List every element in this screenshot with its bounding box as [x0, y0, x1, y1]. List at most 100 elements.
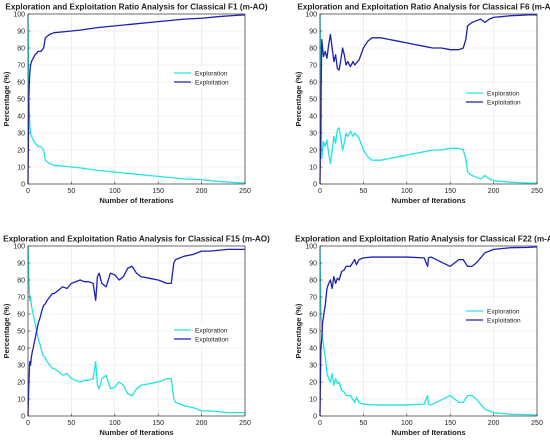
x-tick-label: 250: [239, 420, 251, 427]
y-tick-label: 10: [17, 164, 25, 171]
legend-label-exploitation: Exploitation: [487, 99, 521, 106]
legend-label-exploration: Exploration: [195, 327, 228, 334]
y-tick-label: 50: [17, 328, 25, 335]
x-tick-label: 250: [239, 188, 251, 195]
y-tick-label: 100: [305, 243, 317, 250]
y-tick-label: 40: [17, 345, 25, 352]
x-tick-label: 200: [196, 188, 208, 195]
x-tick-label: 250: [531, 188, 543, 195]
x-tick-label: 0: [318, 420, 322, 427]
y-tick-label: 60: [309, 311, 317, 318]
y-tick-label: 30: [309, 362, 317, 369]
y-tick-label: 60: [17, 311, 25, 318]
legend: Exploration Exploitation: [462, 303, 535, 327]
x-tick-label: 100: [109, 188, 121, 195]
series-line-exploitation: [319, 14, 537, 185]
y-tick-label: 0: [313, 413, 317, 420]
y-tick-label: 90: [309, 260, 317, 267]
legend-label-exploration: Exploration: [195, 70, 228, 77]
legend-label-exploitation: Exploitation: [195, 336, 229, 343]
y-tick-label: 60: [309, 79, 317, 86]
y-tick-label: 100: [13, 11, 25, 18]
chart-panel-1: 0 10 20 30 40 50 60 70 80 90 100 0 50 100 150 200 250 Exp…: [2, 3, 268, 206]
y-tick-label: 10: [17, 396, 25, 403]
x-tick-label: 150: [152, 188, 164, 195]
y-axis-label: Percentage (%): [2, 71, 11, 126]
y-tick-label: 80: [17, 45, 25, 52]
y-tick-label: 70: [309, 294, 317, 301]
y-tick-label: 90: [17, 260, 25, 267]
y-tick-label: 70: [309, 62, 317, 69]
x-axis-label: Number of Iterations: [391, 428, 465, 437]
series-line-exploration: [27, 13, 246, 184]
x-tick-label: 150: [152, 420, 164, 427]
series-line-exploitation: [319, 246, 538, 417]
chart-title: Exploration and Exploitation Ratio Analy…: [297, 3, 550, 12]
series-line-exploration: [319, 13, 537, 184]
legend-label-exploitation: Exploitation: [195, 79, 229, 86]
x-tick-label: 0: [318, 188, 322, 195]
chart-panel-2: 0 10 20 30 40 50 60 70 80 90 100 0 50 100 150 200 250 Exp…: [294, 3, 550, 206]
y-tick-label: 20: [17, 147, 25, 154]
x-tick-label: 100: [401, 188, 413, 195]
series-line-exploitation: [27, 248, 245, 417]
y-tick-label: 90: [309, 28, 317, 35]
x-tick-label: 250: [531, 420, 543, 427]
series-line-exploration: [319, 245, 538, 416]
legend: Exploration Exploitation: [170, 322, 243, 346]
chart-panel-4: 0 10 20 30 40 50 60 70 80 90 100 0 50 100 150 200 250 Exp…: [294, 235, 550, 438]
series-line-exploitation: [27, 14, 246, 185]
y-tick-label: 80: [309, 45, 317, 52]
x-tick-label: 150: [444, 420, 456, 427]
legend-label-exploration: Exploration: [487, 90, 520, 97]
chart-panel-3: 0 10 20 30 40 50 60 70 80 90 100 0 50 100 150 200 250 Exp…: [2, 235, 270, 438]
y-tick-label: 20: [17, 379, 25, 386]
x-tick-label: 200: [196, 420, 208, 427]
x-tick-label: 200: [488, 420, 500, 427]
y-tick-label: 50: [17, 96, 25, 103]
legend: Exploration Exploitation: [170, 65, 243, 89]
y-tick-label: 20: [309, 379, 317, 386]
x-tick-label: 0: [26, 420, 30, 427]
y-tick-label: 90: [17, 28, 25, 35]
y-tick-label: 50: [309, 328, 317, 335]
legend-label-exploitation: Exploitation: [487, 317, 521, 324]
y-axis-label: Percentage (%): [294, 303, 303, 358]
series-line-exploration: [27, 245, 245, 414]
x-tick-label: 50: [68, 420, 76, 427]
y-tick-label: 50: [309, 96, 317, 103]
x-tick-label: 200: [488, 188, 500, 195]
x-tick-label: 150: [444, 188, 456, 195]
y-tick-label: 40: [309, 345, 317, 352]
y-tick-label: 30: [17, 130, 25, 137]
y-tick-label: 10: [309, 396, 317, 403]
y-tick-label: 40: [309, 113, 317, 120]
x-tick-label: 50: [360, 188, 368, 195]
y-tick-label: 40: [17, 113, 25, 120]
x-axis-label: Number of Iterations: [391, 196, 465, 205]
chart-title: Exploration and Exploitation Ratio Analy…: [295, 235, 550, 244]
x-tick-label: 50: [360, 420, 368, 427]
y-tick-label: 60: [17, 79, 25, 86]
y-tick-label: 0: [21, 413, 25, 420]
legend: Exploration Exploitation: [462, 85, 535, 109]
y-tick-label: 80: [17, 277, 25, 284]
y-tick-label: 0: [313, 181, 317, 188]
x-tick-label: 0: [26, 188, 30, 195]
y-tick-label: 70: [17, 294, 25, 301]
x-tick-label: 100: [401, 420, 413, 427]
y-tick-label: 100: [13, 243, 25, 250]
x-axis-label: Number of Iterations: [99, 428, 173, 437]
chart-title: Exploration and Exploitation Ratio Analy…: [3, 235, 270, 244]
y-tick-label: 70: [17, 62, 25, 69]
legend-label-exploration: Exploration: [487, 308, 520, 315]
y-tick-label: 30: [309, 130, 317, 137]
y-tick-label: 10: [309, 164, 317, 171]
y-tick-label: 20: [309, 147, 317, 154]
y-tick-label: 100: [305, 11, 317, 18]
x-tick-label: 50: [68, 188, 76, 195]
y-tick-label: 80: [309, 277, 317, 284]
y-tick-label: 30: [17, 362, 25, 369]
chart-title: Exploration and Exploitation Ratio Analy…: [5, 3, 267, 12]
